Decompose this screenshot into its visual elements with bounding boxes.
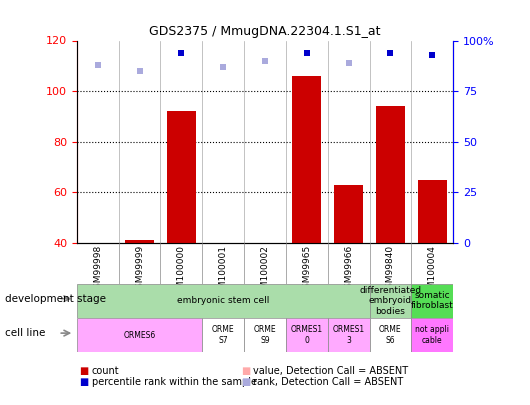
- Text: ORMES1
3: ORMES1 3: [332, 326, 365, 345]
- Bar: [77, 284, 369, 318]
- Text: GSM100001: GSM100001: [219, 245, 228, 300]
- Bar: [77, 318, 202, 352]
- Bar: [328, 318, 369, 352]
- Text: ■: ■: [241, 366, 250, 375]
- Text: percentile rank within the sample: percentile rank within the sample: [92, 377, 257, 386]
- Text: ORMES6: ORMES6: [123, 330, 156, 340]
- Text: ■: ■: [241, 377, 250, 386]
- Text: GSM99998: GSM99998: [93, 245, 102, 294]
- Bar: [167, 111, 196, 243]
- Text: GSM100000: GSM100000: [177, 245, 186, 300]
- Text: GSM99840: GSM99840: [386, 245, 395, 294]
- Text: ■: ■: [80, 366, 89, 375]
- Text: ■: ■: [80, 377, 89, 386]
- Bar: [286, 318, 328, 352]
- Text: GSM100002: GSM100002: [261, 245, 269, 300]
- Bar: [418, 180, 447, 243]
- Text: GSM99966: GSM99966: [344, 245, 353, 294]
- Text: ORMES1
0: ORMES1 0: [291, 326, 323, 345]
- Bar: [334, 185, 363, 243]
- Text: somatic
fibroblast: somatic fibroblast: [411, 291, 454, 310]
- Bar: [292, 76, 321, 243]
- Text: differentiated
embryoid
bodies: differentiated embryoid bodies: [359, 286, 421, 315]
- Text: count: count: [92, 366, 119, 375]
- Text: rank, Detection Call = ABSENT: rank, Detection Call = ABSENT: [253, 377, 403, 386]
- Bar: [125, 241, 154, 243]
- Bar: [202, 318, 244, 352]
- Bar: [376, 107, 405, 243]
- Bar: [411, 318, 453, 352]
- Text: development stage: development stage: [5, 294, 107, 304]
- Bar: [369, 284, 411, 318]
- Bar: [244, 318, 286, 352]
- Text: ORME
S7: ORME S7: [212, 326, 234, 345]
- Text: GSM99965: GSM99965: [302, 245, 311, 294]
- Text: cell line: cell line: [5, 328, 46, 338]
- Text: GSM99999: GSM99999: [135, 245, 144, 294]
- Text: value, Detection Call = ABSENT: value, Detection Call = ABSENT: [253, 366, 409, 375]
- Text: embryonic stem cell: embryonic stem cell: [177, 296, 269, 305]
- Title: GDS2375 / MmugDNA.22304.1.S1_at: GDS2375 / MmugDNA.22304.1.S1_at: [149, 25, 381, 38]
- Text: not appli
cable: not appli cable: [415, 326, 449, 345]
- Bar: [411, 284, 453, 318]
- Text: ORME
S9: ORME S9: [254, 326, 276, 345]
- Text: GSM100004: GSM100004: [428, 245, 437, 300]
- Bar: [369, 318, 411, 352]
- Text: ORME
S6: ORME S6: [379, 326, 402, 345]
